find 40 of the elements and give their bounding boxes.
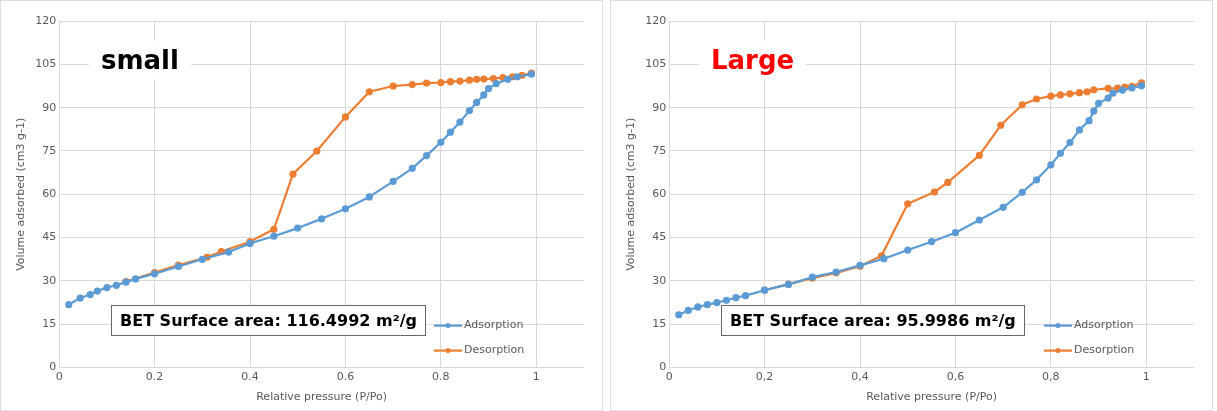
text: Large bbox=[699, 41, 807, 79]
y-tick-label: 0 bbox=[49, 360, 57, 374]
x-tick-label: 1 bbox=[532, 370, 540, 384]
x-tick-label: 0,4 bbox=[851, 370, 869, 384]
x-tick-label: 0,2 bbox=[755, 370, 774, 384]
y-tick-label: 75 bbox=[42, 143, 57, 157]
legend-label: Desorption bbox=[1074, 343, 1135, 357]
y-tick-label: 0 bbox=[659, 360, 667, 374]
y-tick-label: 45 bbox=[652, 230, 667, 244]
x-tick-label: 0.8 bbox=[432, 370, 450, 384]
y-tick-label: 90 bbox=[652, 100, 667, 114]
y-tick-label: 105 bbox=[35, 57, 57, 71]
annotation: BET Surface area: 116.4992 m²/g bbox=[111, 305, 426, 336]
y-tick-label: 75 bbox=[652, 143, 667, 157]
y-tick-label: 120 bbox=[645, 13, 667, 27]
y-tick-label: 60 bbox=[42, 187, 57, 201]
y-tick-label: 15 bbox=[652, 317, 667, 331]
x-tick-label: 1 bbox=[1142, 370, 1150, 384]
x-tick-label: 0,8 bbox=[1042, 370, 1060, 384]
y-tick-label: 30 bbox=[42, 273, 57, 287]
y-tick-label: 30 bbox=[652, 273, 667, 287]
y-axis-title: Volume adsorbed (cm3 g-1) bbox=[624, 117, 638, 271]
x-tick-label: 0.6 bbox=[336, 370, 355, 384]
y-tick-label: 45 bbox=[42, 230, 57, 244]
y-tick-label: 15 bbox=[42, 317, 57, 331]
y-tick-label: 105 bbox=[645, 57, 667, 71]
x-axis-title: Relative pressure (P/Po) bbox=[866, 390, 997, 404]
legend-label: Adsorption bbox=[1074, 318, 1134, 332]
x-tick-label: 0,6 bbox=[946, 370, 965, 384]
y-tick-label: 90 bbox=[42, 100, 57, 114]
x-tick-label: 0.2 bbox=[145, 370, 164, 384]
y-tick-label: 120 bbox=[35, 13, 57, 27]
y-axis-title: Volume adsorbed (cm3 g-1) bbox=[14, 117, 28, 271]
legend-label: Adsorption bbox=[464, 318, 524, 332]
text: small bbox=[89, 41, 191, 79]
x-tick-label: 0.4 bbox=[241, 370, 259, 384]
y-tick-label: 60 bbox=[652, 187, 667, 201]
legend-label: Desorption bbox=[464, 343, 525, 357]
x-axis-title: Relative pressure (P/Po) bbox=[256, 390, 387, 404]
annotation: BET Surface area: 95.9986 m²/g bbox=[721, 305, 1025, 336]
